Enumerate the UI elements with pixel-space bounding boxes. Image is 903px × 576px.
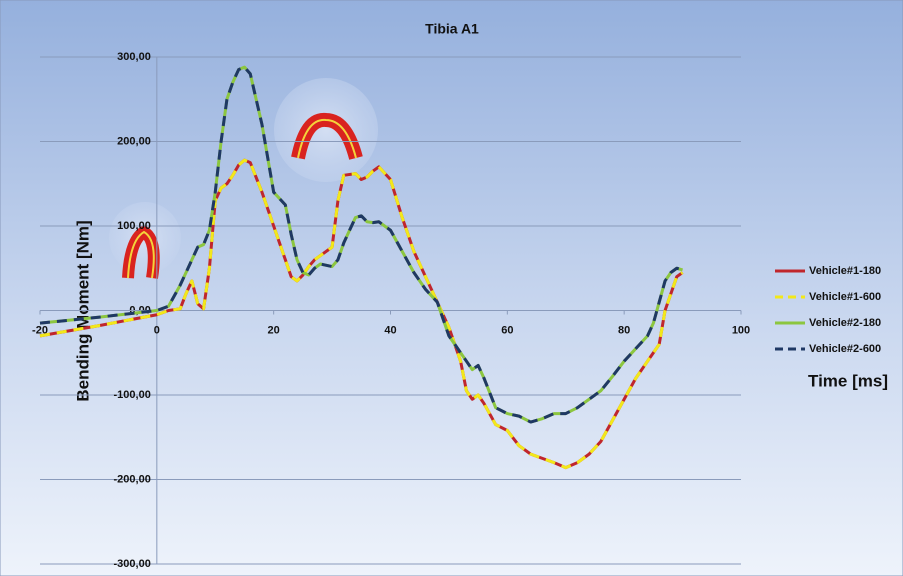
- y-tick-label: -300,00: [114, 558, 151, 570]
- legend-label: Vehicle#1-600: [809, 291, 881, 303]
- x-tick-label: 80: [618, 324, 630, 336]
- x-tick-label: 0: [154, 324, 160, 336]
- series-line: [39, 65, 683, 424]
- y-tick-label: 200,00: [117, 135, 151, 147]
- x-tick-label: 60: [501, 324, 513, 336]
- y-tick-label: 100,00: [117, 220, 151, 232]
- x-tick-label: -20: [32, 324, 48, 336]
- series-line: [39, 158, 684, 470]
- y-tick-label: 300,00: [117, 51, 151, 63]
- y-tick-label: -100,00: [114, 389, 151, 401]
- legend-label: Vehicle#2-600: [809, 343, 881, 355]
- x-tick-label: 100: [732, 324, 750, 336]
- legend-label: Vehicle#2-180: [809, 317, 881, 329]
- chart-title: Tibia A1: [425, 21, 479, 37]
- x-tick-label: 40: [384, 324, 396, 336]
- x-tick-label: 20: [268, 324, 280, 336]
- bent-icon: [274, 78, 378, 182]
- y-tick-label: -200,00: [114, 473, 151, 485]
- knee-icon: [109, 202, 181, 279]
- legend-label: Vehicle#1-180: [809, 265, 881, 277]
- x-axis-title: Time [ms]: [808, 371, 888, 390]
